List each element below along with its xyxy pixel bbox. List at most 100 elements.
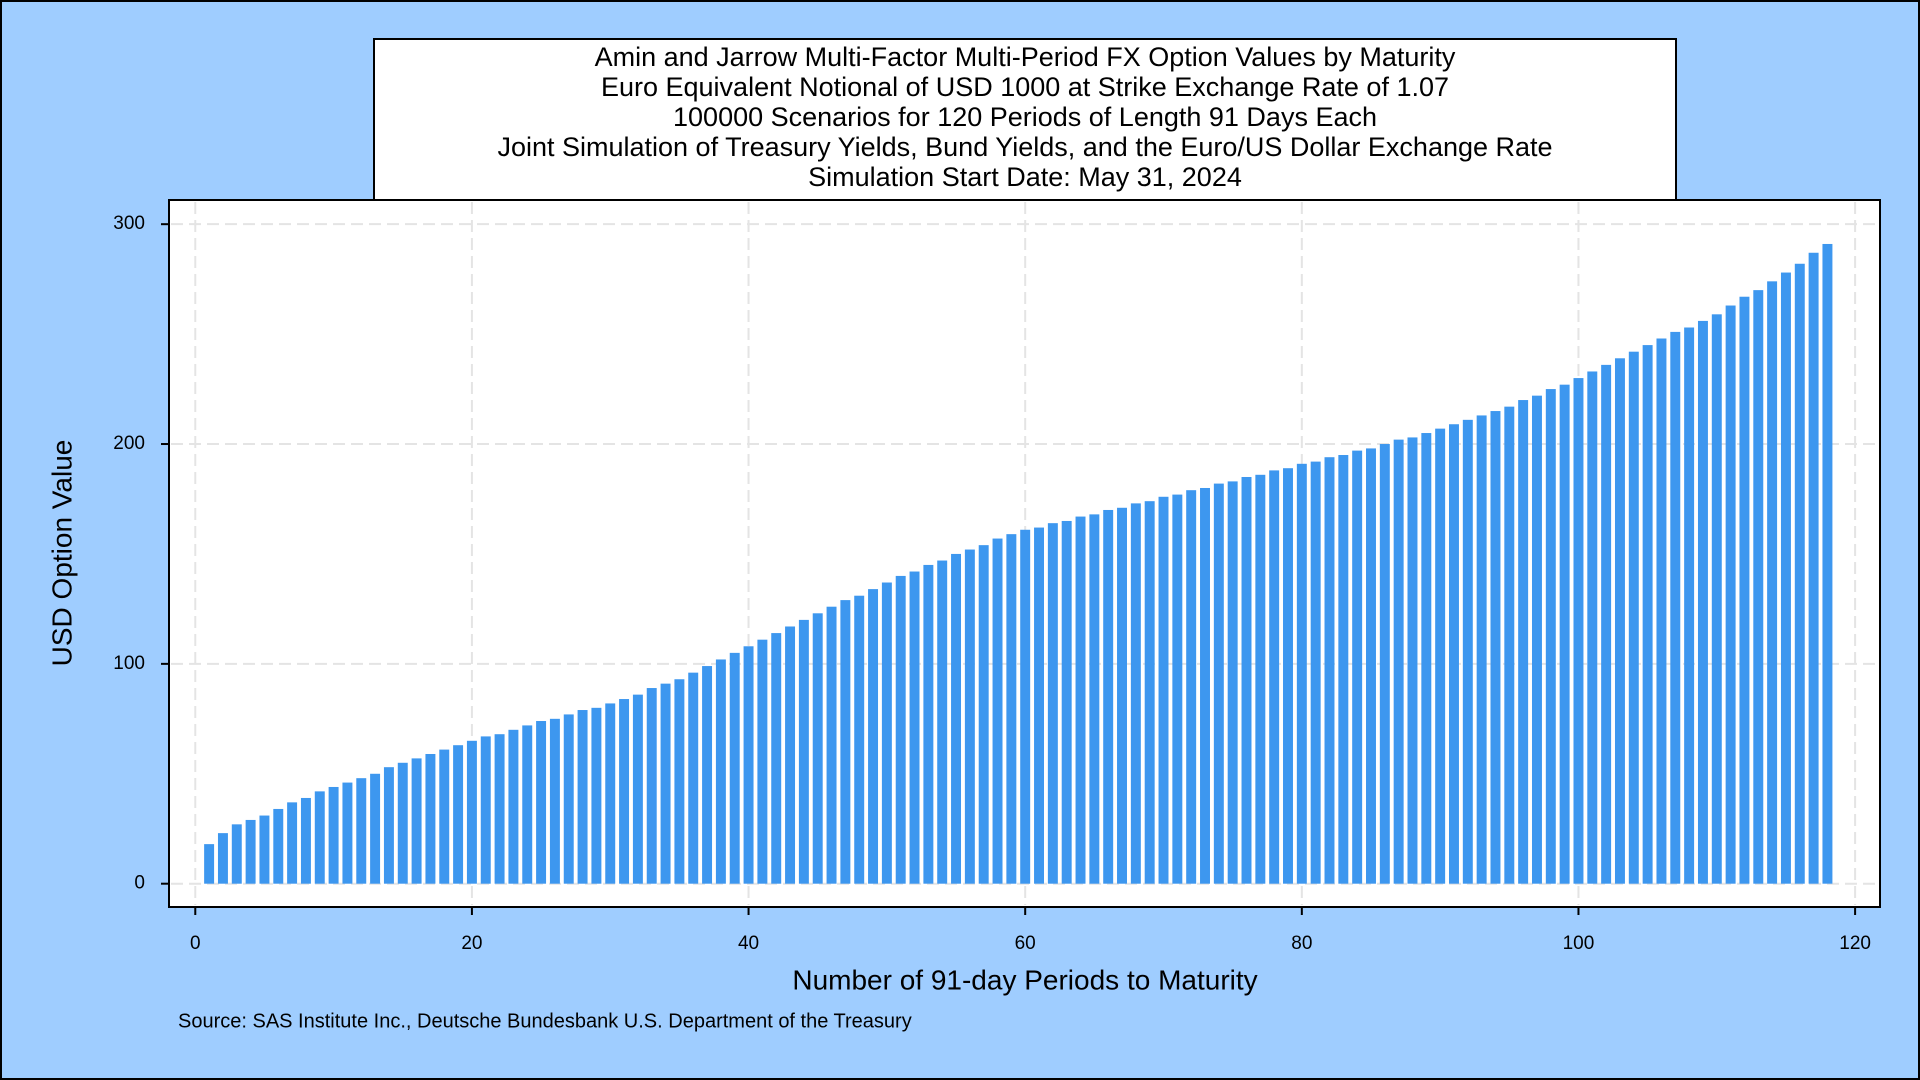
chart-title: Euro Equivalent Notional of USD 1000 at … [601, 72, 1449, 102]
y-tick-label: 100 [113, 653, 145, 674]
bar [1296, 463, 1307, 884]
bar [1283, 468, 1293, 884]
bar [1269, 470, 1280, 884]
bar [757, 639, 768, 884]
bar [1697, 320, 1708, 884]
bar [1338, 455, 1349, 884]
bar [1628, 351, 1639, 884]
bar [425, 753, 436, 884]
bar [1601, 364, 1612, 884]
bar [1476, 415, 1487, 884]
y-tick-label: 200 [113, 433, 145, 454]
x-axis-label: Number of 91-day Periods to Maturity [792, 964, 1257, 995]
bar [300, 797, 311, 884]
bar [854, 595, 865, 884]
bar [494, 734, 505, 884]
bar [1089, 514, 1100, 884]
bar [1435, 428, 1446, 884]
bar [1614, 358, 1625, 884]
bar [1117, 507, 1127, 884]
bar [729, 652, 740, 884]
bar [646, 688, 657, 884]
bar [1144, 501, 1155, 884]
bar [1407, 437, 1418, 884]
bar [1047, 523, 1058, 884]
bar [466, 740, 477, 884]
bar [1780, 272, 1791, 884]
bar [480, 736, 491, 884]
bar [1711, 314, 1722, 884]
bar [217, 833, 228, 884]
bar [356, 778, 367, 884]
bar [1324, 457, 1335, 884]
bar [1379, 444, 1390, 884]
bar [909, 571, 920, 884]
y-tick-label: 0 [134, 873, 145, 894]
chart-title: Joint Simulation of Treasury Yields, Bun… [497, 132, 1552, 162]
bar [798, 619, 809, 884]
bar [383, 767, 394, 884]
x-tick-label: 20 [461, 933, 482, 954]
bar [1670, 331, 1681, 884]
chart-title: Amin and Jarrow Multi-Factor Multi-Perio… [595, 42, 1456, 72]
bar [1725, 305, 1736, 884]
bar [1075, 516, 1086, 884]
bar [632, 694, 643, 884]
bar [273, 808, 284, 884]
bar [231, 824, 242, 884]
bar [328, 786, 339, 884]
bar [577, 710, 588, 884]
bar [1255, 474, 1266, 884]
bar [771, 633, 782, 884]
bar [411, 758, 422, 884]
bar [702, 666, 713, 884]
bar [674, 679, 685, 884]
bar [245, 819, 256, 884]
bar [978, 545, 989, 884]
bar [1767, 281, 1778, 884]
bar [522, 725, 533, 884]
title-box [373, 38, 1677, 201]
bar [715, 659, 726, 884]
bar [1103, 509, 1114, 884]
bar [1504, 406, 1515, 884]
bar [1545, 389, 1556, 884]
bar [549, 718, 560, 884]
bar [895, 575, 906, 884]
y-tick-label: 300 [113, 213, 145, 234]
bar [1808, 252, 1819, 884]
bar [992, 538, 1003, 884]
bar [1172, 494, 1183, 884]
bar [1213, 483, 1224, 884]
bar [964, 549, 975, 884]
bar [619, 699, 630, 884]
bar [605, 703, 616, 884]
bar [1034, 527, 1045, 884]
bar [1822, 243, 1833, 884]
bar [259, 815, 270, 884]
bar [881, 582, 892, 884]
bar [1241, 476, 1252, 884]
x-tick-label: 60 [1015, 933, 1036, 954]
bar [1753, 290, 1764, 884]
bar [591, 707, 602, 884]
x-tick-label: 80 [1291, 933, 1312, 954]
bar [1448, 424, 1459, 884]
bar [951, 553, 962, 884]
bar [1518, 400, 1529, 884]
bar [439, 749, 450, 884]
bar [1587, 371, 1598, 884]
bar [1462, 419, 1473, 884]
source-note: Source: SAS Institute Inc., Deutsche Bun… [178, 1010, 912, 1032]
bar [342, 782, 353, 884]
bar [1227, 481, 1238, 884]
bar [1020, 529, 1031, 884]
bar [397, 762, 408, 884]
x-tick-label: 100 [1563, 933, 1595, 954]
x-tick-label: 40 [738, 933, 759, 954]
bar [536, 721, 547, 884]
bar [1642, 345, 1653, 884]
bar [508, 729, 519, 884]
bar [1366, 448, 1376, 884]
